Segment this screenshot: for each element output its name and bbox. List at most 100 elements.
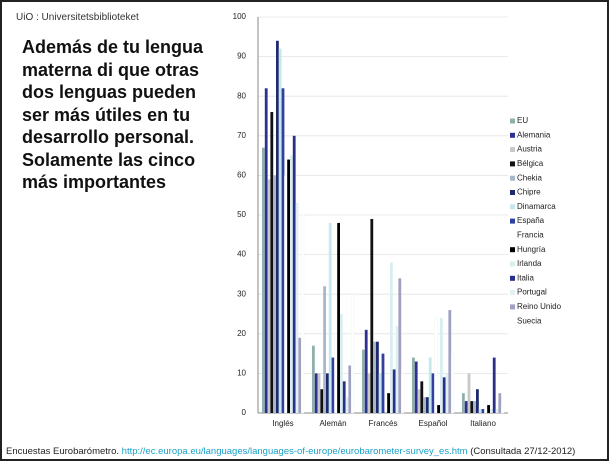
- bar: [390, 262, 393, 413]
- bar: [370, 218, 374, 413]
- bar: [492, 357, 496, 413]
- bar: [431, 373, 435, 413]
- bar: [348, 365, 352, 413]
- bar: [290, 155, 293, 413]
- legend-label: Portugal: [517, 288, 547, 297]
- legend-label: Suecia: [517, 316, 542, 325]
- legend-swatch: [510, 161, 515, 167]
- bar: [298, 337, 302, 413]
- legend-label: Francia: [517, 231, 544, 240]
- y-tick-label: 70: [237, 131, 246, 140]
- bar: [320, 389, 324, 413]
- bar: [420, 381, 424, 413]
- bar: [434, 317, 438, 414]
- legend-label: Reino Unido: [517, 302, 562, 311]
- legend-label: Dinamarca: [517, 202, 556, 211]
- footer-prefix: Encuestas Eurobarómetro.: [6, 446, 120, 457]
- y-tick-label: 20: [237, 329, 246, 338]
- legend-label: Hungría: [517, 245, 546, 254]
- bar: [381, 353, 385, 413]
- legend-swatch: [510, 190, 515, 195]
- bar: [462, 393, 465, 413]
- legend-label: Alemania: [517, 130, 551, 139]
- legend-swatch: [510, 261, 515, 267]
- footer-link[interactable]: http://ec.europa.eu/languages/languages-…: [121, 446, 468, 457]
- y-tick-label: 40: [237, 250, 246, 259]
- bar: [262, 147, 265, 413]
- x-tick-label: Español: [419, 419, 448, 428]
- bar: [476, 389, 479, 413]
- legend-label: Chipre: [517, 188, 541, 197]
- legend-swatch: [510, 132, 515, 138]
- bar: [292, 135, 296, 414]
- bar: [501, 404, 505, 414]
- bar: [401, 373, 405, 414]
- bar: [437, 405, 440, 413]
- bar: [364, 329, 368, 413]
- bar: [387, 393, 390, 413]
- footer: Encuestas Eurobarómetro. http://ec.europ…: [6, 446, 575, 457]
- bar: [473, 401, 476, 413]
- bar: [395, 325, 399, 413]
- legend-swatch: [510, 318, 515, 324]
- legend-swatch: [510, 290, 515, 296]
- bar: [278, 48, 282, 414]
- heading: Además de tu lengua materna di que otras…: [22, 37, 204, 192]
- bar: [337, 222, 340, 413]
- legend-label: Austria: [517, 145, 542, 154]
- bar: [414, 361, 418, 413]
- bar: [273, 175, 276, 413]
- bar: [470, 401, 474, 413]
- bar: [423, 397, 426, 413]
- bar: [362, 349, 365, 413]
- legend-swatch: [510, 118, 515, 124]
- legend-label: EU: [517, 116, 528, 125]
- bar: [392, 369, 396, 413]
- bar: [440, 317, 443, 413]
- bar: [495, 409, 499, 413]
- legend-label: Bélgica: [517, 159, 544, 168]
- bar: [478, 409, 482, 413]
- bar: [295, 203, 299, 413]
- bar: [276, 40, 279, 413]
- bar: [270, 112, 274, 413]
- bar: [451, 353, 455, 414]
- bar: [412, 357, 415, 413]
- bar: [281, 88, 285, 413]
- y-tick-label: 60: [237, 171, 246, 180]
- bar: [345, 397, 349, 413]
- bar: [340, 314, 343, 413]
- legend-swatch: [510, 304, 515, 310]
- bar: [378, 373, 382, 413]
- bar: [448, 310, 452, 413]
- bar: [328, 222, 332, 413]
- y-tick-label: 100: [233, 12, 247, 21]
- y-tick-label: 30: [237, 289, 246, 298]
- bar: [398, 278, 402, 413]
- bar: [484, 400, 488, 414]
- bar: [428, 357, 432, 413]
- bar: [490, 409, 493, 413]
- legend-label: Italia: [517, 273, 534, 282]
- bar: [467, 373, 471, 413]
- x-tick-label: Francés: [369, 419, 398, 428]
- bar: [373, 341, 376, 413]
- bar: [267, 179, 271, 413]
- bar: [284, 175, 288, 414]
- legend-swatch: [510, 175, 515, 181]
- legend-swatch: [510, 247, 515, 253]
- bar: [351, 294, 355, 414]
- footer-suffix: (Consultada 27/12-2012): [470, 446, 576, 457]
- bar: [464, 401, 468, 413]
- bar: [442, 377, 446, 413]
- bar: [498, 393, 502, 413]
- bar: [301, 214, 305, 414]
- bar: [367, 373, 371, 413]
- legend-swatch: [510, 232, 515, 238]
- legend-label: Irlanda: [517, 259, 542, 268]
- bar: [342, 381, 346, 413]
- bar: [417, 389, 421, 413]
- bar: [331, 357, 335, 413]
